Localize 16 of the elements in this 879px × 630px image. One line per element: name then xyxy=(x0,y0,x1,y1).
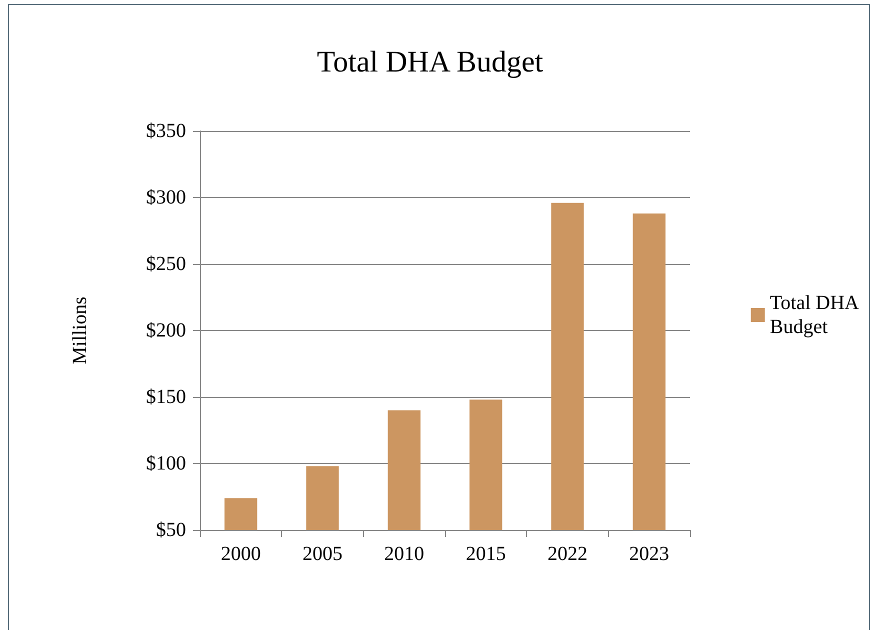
x-tick-label: 2010 xyxy=(384,543,424,565)
y-tick-label: $50 xyxy=(156,519,186,541)
x-tick-label: 2015 xyxy=(466,543,506,565)
y-tick-label: $100 xyxy=(146,452,186,474)
y-tick-label: $200 xyxy=(146,320,186,342)
y-tick-label: $150 xyxy=(146,386,186,408)
x-tick-label: 2022 xyxy=(548,543,588,565)
x-tick-label: 2023 xyxy=(629,543,670,565)
y-axis-title: Millions xyxy=(69,296,91,364)
chart-title: Total DHA Budget xyxy=(316,46,544,78)
y-tick-label: $300 xyxy=(146,186,186,208)
legend-label: Total DHA Budget xyxy=(770,292,860,338)
y-tick-label: $250 xyxy=(146,253,186,275)
y-tick-label: $350 xyxy=(146,120,186,142)
x-tick-label: 2000 xyxy=(220,543,261,565)
x-tick-label: 2005 xyxy=(302,543,342,565)
